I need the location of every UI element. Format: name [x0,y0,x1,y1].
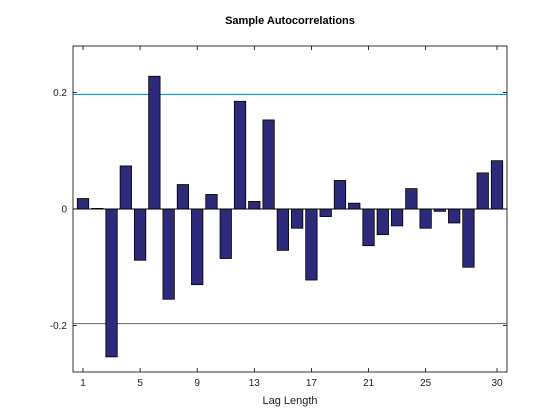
bar-lag-4 [119,165,132,210]
y-tick-label: 0.2 [53,88,67,99]
bar-lag-5 [133,208,147,261]
bar-lag-23 [390,208,404,227]
bar-lag-20 [348,202,361,210]
bar-lag-13 [248,201,261,210]
bar-lag-9 [191,208,204,286]
bar-lag-6 [148,75,161,210]
bar-lag-1 [76,198,90,210]
x-tick-label: 13 [249,378,261,389]
x-tick-label: 21 [363,378,375,389]
bar-lag-12 [233,100,247,210]
bar-lag-10 [205,194,218,210]
bar-lag-3 [105,208,118,358]
y-tick-label: 0 [61,205,67,216]
x-tick-label: 25 [420,378,432,389]
bar-lag-30 [490,160,504,210]
x-tick-label: 30 [491,378,503,389]
x-axis: 1 5 9 13 17 21 25 30 [80,46,503,389]
bar-lag-21 [362,208,375,247]
y-tick-label: -0.2 [50,321,68,332]
bar-lag-25 [419,208,432,229]
bar-lag-19 [333,180,347,210]
x-tick-label: 1 [80,378,86,389]
bar-lag-15 [276,208,289,251]
bar-lag-28 [462,208,475,268]
bar-lag-14 [262,119,275,210]
x-tick-label: 17 [306,378,318,389]
confidence-bounds [73,93,507,325]
bar-lag-18 [319,208,332,217]
bar-lag-29 [476,172,489,210]
bar-lag-11 [219,208,232,259]
bar-lag-8 [176,184,190,210]
x-tick-label: 5 [137,378,143,389]
chart-title: Sample Autocorrelations [225,15,355,27]
bar-lag-16 [291,208,304,229]
bar-lag-7 [162,208,175,300]
bar-lag-17 [305,208,318,281]
x-axis-label: Lag Length [262,395,317,407]
bar-lag-27 [448,208,461,224]
y-axis: -0.2 0 0.2 [50,88,507,332]
bar-lag-22 [376,208,389,236]
bar-lag-24 [405,188,418,210]
x-tick-label: 9 [194,378,200,389]
